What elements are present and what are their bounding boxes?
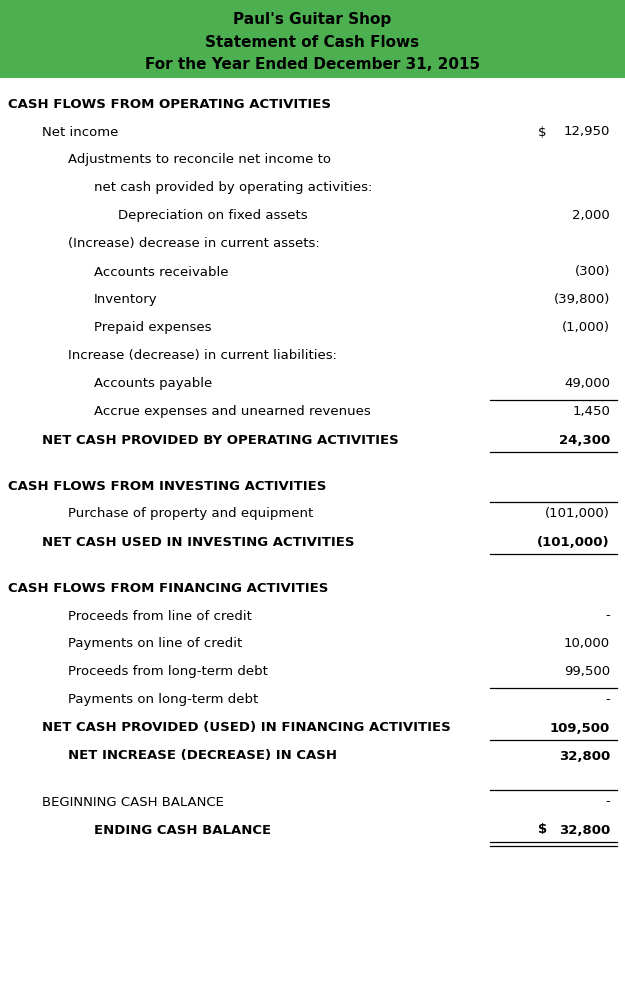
Text: CASH FLOWS FROM INVESTING ACTIVITIES: CASH FLOWS FROM INVESTING ACTIVITIES [8, 480, 326, 493]
Text: 32,800: 32,800 [559, 824, 610, 837]
Text: (101,000): (101,000) [538, 535, 610, 549]
Text: (300): (300) [574, 265, 610, 279]
Text: NET INCREASE (DECREASE) IN CASH: NET INCREASE (DECREASE) IN CASH [68, 750, 337, 763]
Text: Proceeds from long-term debt: Proceeds from long-term debt [68, 666, 268, 678]
Text: Accrue expenses and unearned revenues: Accrue expenses and unearned revenues [94, 405, 371, 418]
Text: NET CASH USED IN INVESTING ACTIVITIES: NET CASH USED IN INVESTING ACTIVITIES [42, 535, 354, 549]
Text: 109,500: 109,500 [550, 722, 610, 735]
Text: NET CASH PROVIDED (USED) IN FINANCING ACTIVITIES: NET CASH PROVIDED (USED) IN FINANCING AC… [42, 722, 451, 735]
Text: (Increase) decrease in current assets:: (Increase) decrease in current assets: [68, 237, 320, 250]
Text: Adjustments to reconcile net income to: Adjustments to reconcile net income to [68, 153, 331, 166]
Text: CASH FLOWS FROM FINANCING ACTIVITIES: CASH FLOWS FROM FINANCING ACTIVITIES [8, 582, 328, 594]
Text: 24,300: 24,300 [559, 433, 610, 446]
Text: -: - [605, 795, 610, 808]
Text: 2,000: 2,000 [572, 210, 610, 223]
Text: BEGINNING CASH BALANCE: BEGINNING CASH BALANCE [42, 795, 224, 808]
Text: 99,500: 99,500 [564, 666, 610, 678]
Text: 32,800: 32,800 [559, 750, 610, 763]
Text: CASH FLOWS FROM OPERATING ACTIVITIES: CASH FLOWS FROM OPERATING ACTIVITIES [8, 98, 331, 111]
Text: 1,450: 1,450 [572, 405, 610, 418]
Text: Net income: Net income [42, 126, 118, 138]
Text: Inventory: Inventory [94, 294, 158, 307]
Text: (1,000): (1,000) [562, 321, 610, 334]
Text: $: $ [538, 126, 546, 138]
Text: -: - [605, 609, 610, 622]
Bar [0, 0, 625, 78]
Text: 10,000: 10,000 [564, 638, 610, 651]
Text: $: $ [538, 824, 547, 837]
Text: Prepaid expenses: Prepaid expenses [94, 321, 211, 334]
Text: For the Year Ended December 31, 2015: For the Year Ended December 31, 2015 [145, 56, 480, 72]
Text: Proceeds from line of credit: Proceeds from line of credit [68, 609, 252, 622]
Text: Depreciation on fixed assets: Depreciation on fixed assets [118, 210, 308, 223]
Text: net cash provided by operating activities:: net cash provided by operating activitie… [94, 182, 372, 195]
Text: Accounts receivable: Accounts receivable [94, 265, 229, 279]
Text: NET CASH PROVIDED BY OPERATING ACTIVITIES: NET CASH PROVIDED BY OPERATING ACTIVITIE… [42, 433, 399, 446]
Text: Paul's Guitar Shop: Paul's Guitar Shop [233, 12, 392, 28]
Text: ENDING CASH BALANCE: ENDING CASH BALANCE [94, 824, 271, 837]
Text: -: - [605, 693, 610, 706]
Text: Purchase of property and equipment: Purchase of property and equipment [68, 507, 313, 520]
Text: 12,950: 12,950 [564, 126, 610, 138]
Text: Increase (decrease) in current liabilities:: Increase (decrease) in current liabiliti… [68, 349, 337, 363]
Text: (39,800): (39,800) [554, 294, 610, 307]
Text: Statement of Cash Flows: Statement of Cash Flows [206, 35, 419, 49]
Text: (101,000): (101,000) [545, 507, 610, 520]
Text: 49,000: 49,000 [564, 378, 610, 391]
Text: Payments on long-term debt: Payments on long-term debt [68, 693, 258, 706]
Text: Accounts payable: Accounts payable [94, 378, 212, 391]
Text: Payments on line of credit: Payments on line of credit [68, 638, 243, 651]
